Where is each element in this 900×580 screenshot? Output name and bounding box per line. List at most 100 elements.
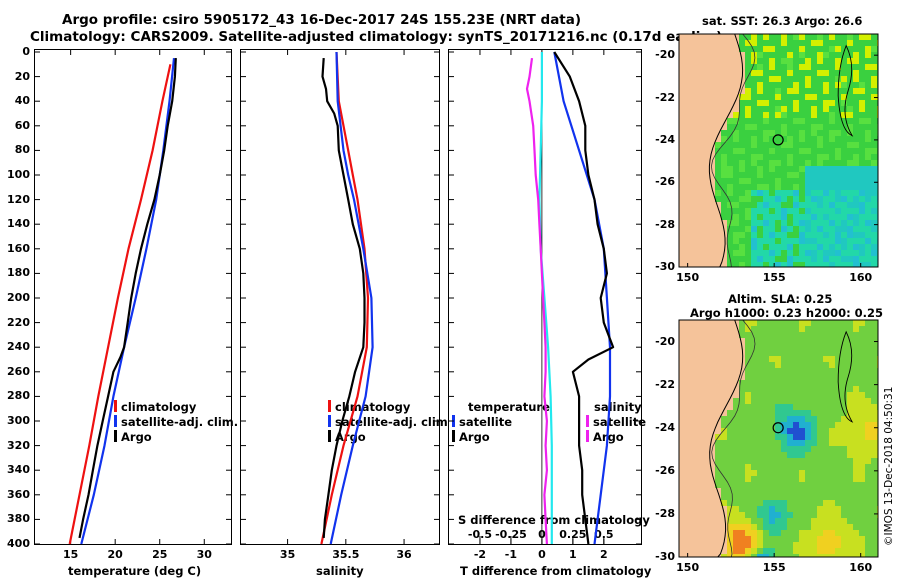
map-cell [697, 500, 703, 506]
map-cell [811, 226, 817, 232]
map-cell [763, 46, 769, 52]
map-cell [817, 46, 823, 52]
map-cell [781, 320, 787, 326]
map-cell [679, 374, 685, 380]
map-cell [823, 452, 829, 458]
map-cell [709, 368, 715, 374]
map-cell [733, 452, 739, 458]
map-cell [853, 470, 859, 476]
map-cell [679, 392, 685, 398]
map-cell [835, 338, 841, 344]
map-cell [817, 434, 823, 440]
map-cell [715, 238, 721, 244]
map-cell [799, 536, 805, 542]
map-cell [751, 524, 757, 530]
map-cell [679, 148, 685, 154]
map-cell [817, 548, 823, 554]
map-cell [679, 482, 685, 488]
map-cell [865, 64, 871, 70]
map-cell [685, 470, 691, 476]
map-cell [799, 380, 805, 386]
map-cell [703, 226, 709, 232]
map-cell [829, 202, 835, 208]
map-cell [787, 232, 793, 238]
map-cell [709, 542, 715, 548]
map-cell [775, 178, 781, 184]
map-cell [697, 208, 703, 214]
map-cell [823, 172, 829, 178]
map-cell [769, 112, 775, 118]
map-cell [691, 320, 697, 326]
map-cell [817, 554, 823, 557]
reef-contour [837, 330, 854, 423]
map-cell [811, 88, 817, 94]
map-cell [841, 244, 847, 250]
map-cell [703, 386, 709, 392]
map-cell [721, 398, 727, 404]
map-cell [751, 148, 757, 154]
legend-climatology: climatology [114, 400, 238, 415]
map-cell [787, 440, 793, 446]
map-cell [799, 220, 805, 226]
map-cell [853, 94, 859, 100]
map-cell [853, 506, 859, 512]
map-cell [871, 536, 877, 542]
map-cell [817, 386, 823, 392]
map-cell [841, 52, 847, 58]
map-cell [763, 154, 769, 160]
map-cell [721, 40, 727, 46]
map-cell [835, 548, 841, 554]
map-cell [703, 88, 709, 94]
map-cell [691, 542, 697, 548]
map-cell [691, 256, 697, 262]
map-cell [769, 524, 775, 530]
map-cell [781, 112, 787, 118]
sla-map-title-2: Argo h1000: 0.23 h2000: 0.25 [690, 306, 884, 320]
map-cell [727, 226, 733, 232]
map-cell [769, 70, 775, 76]
map-cell [811, 440, 817, 446]
map-cell [685, 226, 691, 232]
map-cell [745, 34, 751, 40]
map-cell [865, 154, 871, 160]
map-cell [841, 452, 847, 458]
map-cell [793, 82, 799, 88]
map-cell [871, 238, 877, 244]
map-cell [751, 554, 757, 557]
map-cell [793, 440, 799, 446]
map-cell [685, 40, 691, 46]
map-cell [769, 52, 775, 58]
map-cell [811, 244, 817, 250]
map-cell [739, 446, 745, 452]
map-cell [781, 226, 787, 232]
map-cell [853, 64, 859, 70]
map-cell [817, 250, 823, 256]
map-cell [709, 398, 715, 404]
map-cell [859, 220, 865, 226]
map-cell [685, 500, 691, 506]
map-cell [853, 34, 859, 40]
map-cell [835, 428, 841, 434]
map-cell [679, 488, 685, 494]
map-cell [763, 52, 769, 58]
map-cell [805, 434, 811, 440]
map-cell [823, 94, 829, 100]
map-cell [721, 386, 727, 392]
map-cell [721, 338, 727, 344]
map-cell [829, 362, 835, 368]
map-cell [859, 326, 865, 332]
map-cell [751, 154, 757, 160]
map-cell [733, 100, 739, 106]
map-cell [793, 88, 799, 94]
map-cell [823, 46, 829, 52]
map-cell [841, 190, 847, 196]
map-cell [853, 524, 859, 530]
map-cell [763, 148, 769, 154]
map-cell [751, 208, 757, 214]
map-cell [823, 88, 829, 94]
map-cell [787, 160, 793, 166]
map-cell [691, 428, 697, 434]
map-cell [787, 410, 793, 416]
map-cell [787, 386, 793, 392]
map-cell [865, 518, 871, 524]
